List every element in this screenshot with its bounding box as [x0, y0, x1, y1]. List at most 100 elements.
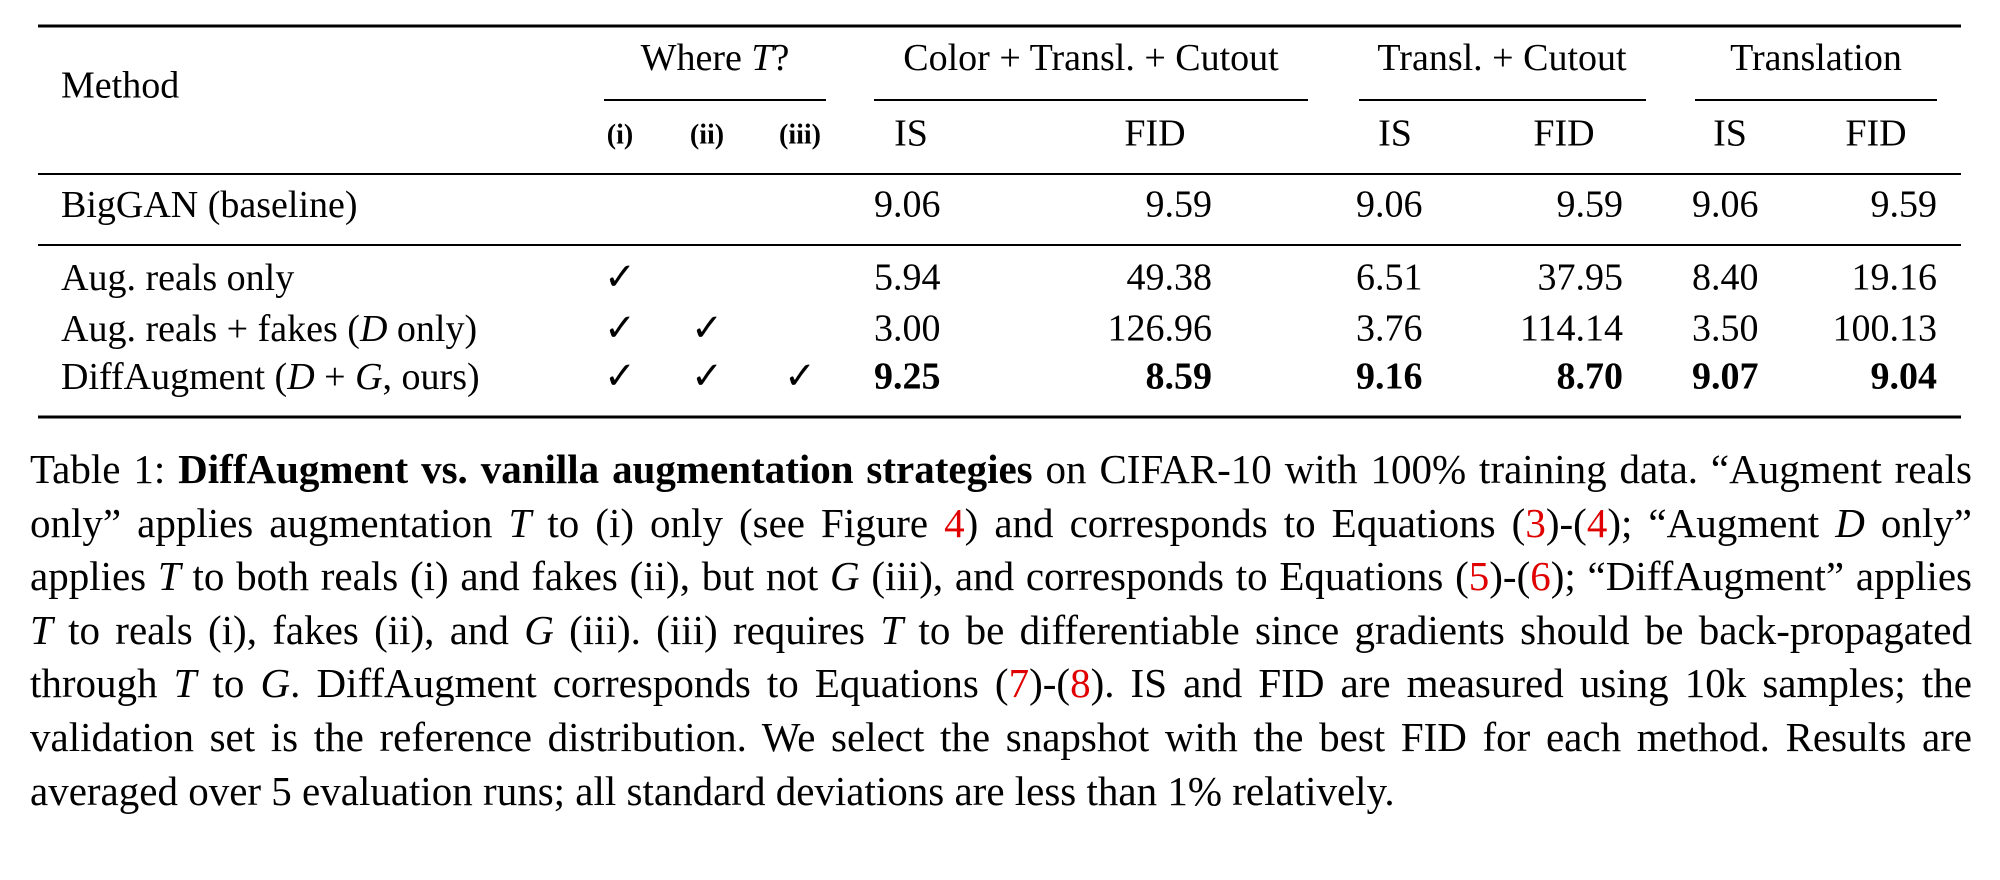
caption-text: on CIFAR-10 with 100% training data. “Au…	[30, 446, 1973, 546]
group-header-part: ?	[773, 37, 790, 79]
group-header-part: T	[751, 37, 775, 79]
caption-text: only” applies	[30, 499, 1972, 600]
reference-link[interactable]: 5	[1468, 553, 1490, 600]
cell-value: 8.59	[1146, 356, 1213, 398]
cell-value: 5.94	[874, 257, 941, 299]
group-header-part: Color + Transl. + Cutout	[903, 37, 1279, 79]
caption-text: DiffAugment vs. vanilla augmentation str…	[178, 446, 1033, 492]
column-header: (i)	[607, 119, 633, 150]
cell-value: 9.59	[1146, 184, 1213, 226]
method-name-part: DiffAugment (	[61, 356, 287, 398]
cell-value: 9.06	[1356, 184, 1423, 226]
cell-value: 3.00	[874, 308, 941, 350]
cell-value: 6.51	[1356, 257, 1423, 299]
caption-text: . DiffAugment corresponds to Equations (	[290, 660, 1009, 707]
check-mark: ✓	[691, 356, 723, 398]
caption-text: T	[880, 606, 904, 653]
caption-text: T	[173, 660, 197, 707]
check-mark: ✓	[604, 356, 636, 398]
caption-text: D	[1835, 499, 1865, 546]
cell-value: 3.50	[1692, 308, 1759, 350]
group-header: Translation	[1730, 37, 1902, 79]
group-header: Transl. + Cutout	[1377, 37, 1627, 79]
check-mark: ✓	[691, 308, 723, 350]
check-mark: ✓	[604, 257, 636, 299]
method-name-part: D	[359, 308, 387, 350]
caption-text: Table 1:	[30, 446, 179, 492]
cell-value: 9.59	[1871, 184, 1938, 226]
method-name-part: only)	[387, 308, 477, 350]
method-name-part: +	[315, 356, 355, 398]
method-name: DiffAugment (D + G, ours)	[61, 356, 480, 398]
cell-value: 8.70	[1557, 356, 1624, 398]
cell-value: 9.25	[874, 356, 941, 398]
caption-text: to	[196, 660, 261, 707]
caption-text: ) and corresponds to Equations (	[964, 499, 1526, 546]
column-header: (ii)	[690, 119, 724, 150]
caption-text: ). IS and FID are measured using 10k sam…	[30, 660, 1972, 814]
group-header: Where T?	[641, 37, 790, 79]
group-header-part: Translation	[1730, 37, 1902, 79]
reference-link[interactable]: 8	[1070, 660, 1091, 707]
cell-value: 114.14	[1520, 308, 1623, 350]
caption-text: ); “Augment	[1607, 499, 1836, 546]
method-name: BigGAN (baseline)	[61, 184, 358, 226]
caption-text: ); “DiffAugment” applies	[1550, 553, 1972, 600]
column-header: (iii)	[779, 119, 821, 150]
caption-text: to (i) only (see Figure	[531, 499, 945, 546]
cell-value: 19.16	[1852, 257, 1938, 299]
method-name-part: Aug. reals + fakes (	[61, 308, 360, 350]
method-name-part: BigGAN (baseline)	[61, 184, 358, 226]
caption-text: G	[260, 660, 291, 707]
method-name: Aug. reals only	[61, 257, 294, 299]
method-name: Aug. reals + fakes (D only)	[61, 308, 477, 350]
method-name-part: , ours)	[383, 356, 480, 398]
cell-value: 9.06	[874, 184, 941, 226]
reference-link[interactable]: 6	[1530, 553, 1551, 600]
caption-text: T	[30, 606, 53, 653]
column-header: IS	[894, 113, 928, 155]
method-name-part: Aug. reals only	[61, 257, 294, 299]
method-name-part: G	[355, 356, 382, 398]
results-table: Method Where T? Color + Transl. + Cutout T…	[38, 24, 1961, 419]
reference-link[interactable]: 4	[944, 499, 965, 546]
column-header: FID	[1845, 113, 1906, 155]
reference-link[interactable]: 3	[1525, 499, 1546, 546]
cell-value: 3.76	[1356, 308, 1423, 350]
cell-value: 126.96	[1108, 308, 1213, 350]
caption-text: (iii), and corresponds to Equations (	[859, 553, 1469, 600]
method-name-part: D	[286, 356, 314, 398]
column-header: IS	[1713, 113, 1747, 155]
column-header: IS	[1378, 113, 1412, 155]
cell-value: 8.40	[1692, 257, 1759, 299]
reference-link[interactable]: 4	[1586, 499, 1608, 546]
cell-value: 49.38	[1127, 257, 1213, 299]
caption-text: G	[524, 606, 554, 653]
cell-value: 37.95	[1538, 257, 1624, 299]
caption-text: )-(	[1029, 660, 1071, 707]
group-header: Color + Transl. + Cutout	[903, 37, 1279, 79]
group-header-part: Where	[641, 37, 752, 79]
check-mark: ✓	[784, 356, 816, 398]
cell-value: 9.16	[1356, 356, 1423, 398]
group-header-part: Transl. + Cutout	[1377, 37, 1627, 79]
caption-text: T	[157, 553, 181, 600]
cell-value: 9.06	[1692, 184, 1759, 226]
check-mark: ✓	[604, 308, 636, 350]
caption-text: to be differentiable since gradients sho…	[30, 606, 1972, 707]
table-caption: Table 1: DiffAugment vs. vanilla augment…	[30, 443, 1972, 818]
caption-text: )-(	[1489, 553, 1531, 600]
cell-value: 9.59	[1557, 184, 1624, 226]
caption-text: to both reals (i) and fakes (ii), but no…	[180, 553, 831, 600]
caption-text: )-(	[1545, 499, 1587, 546]
caption-text: G	[830, 553, 860, 600]
caption-text: to reals (i), fakes (ii), and	[52, 606, 525, 653]
cell-value: 9.07	[1692, 356, 1759, 398]
column-header: FID	[1533, 113, 1594, 155]
reference-link[interactable]: 7	[1008, 660, 1030, 707]
cell-value: 9.04	[1871, 356, 1938, 398]
cell-value: 100.13	[1833, 308, 1938, 350]
column-header: FID	[1124, 113, 1185, 155]
caption-text: (iii). (iii) requires	[553, 606, 881, 653]
